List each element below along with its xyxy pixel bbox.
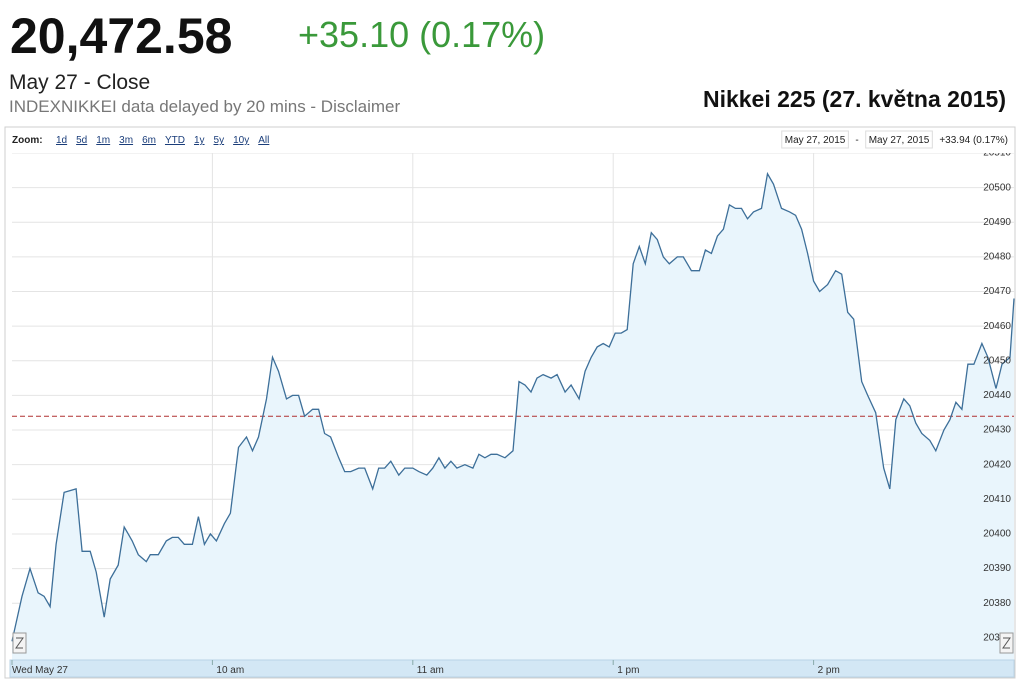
area bbox=[12, 173, 1014, 661]
zoom-option[interactable]: 3m bbox=[119, 135, 133, 146]
price-change: +35.10 (0.17%) bbox=[298, 14, 545, 55]
y-tick-label: 20460 bbox=[983, 321, 1011, 332]
y-tick-label: 20490 bbox=[983, 217, 1011, 228]
x-tick-label: 10 am bbox=[216, 665, 244, 676]
y-tick-label: 20440 bbox=[983, 390, 1011, 401]
y-tick-label: 20450 bbox=[983, 355, 1011, 366]
zoom-option[interactable]: 1m bbox=[96, 135, 110, 146]
zoom-option[interactable]: 5d bbox=[76, 135, 87, 146]
zoom-option[interactable]: All bbox=[258, 135, 269, 146]
zoom-option[interactable]: 1y bbox=[194, 135, 205, 146]
range-separator: - bbox=[855, 135, 858, 146]
zoom-option[interactable]: 1d bbox=[56, 135, 67, 146]
x-tick-label: Wed May 27 bbox=[12, 665, 68, 676]
x-tick-label: 2 pm bbox=[818, 665, 840, 676]
zoom-option[interactable]: 6m bbox=[142, 135, 156, 146]
caption: Nikkei 225 (27. května 2015) bbox=[703, 86, 1006, 112]
range-box bbox=[781, 130, 849, 149]
zoom-option[interactable]: YTD bbox=[165, 135, 185, 146]
toolbar-bg bbox=[6, 128, 1014, 153]
y-tick-label: 20510 bbox=[983, 148, 1011, 159]
x-tick-label: 1 pm bbox=[617, 665, 639, 676]
range-end: May 27, 2015 bbox=[869, 135, 930, 146]
y-tick-label: 20420 bbox=[983, 459, 1011, 470]
zoom-handle-right-icon bbox=[1002, 637, 1011, 649]
navigator bbox=[9, 659, 1015, 678]
y-tick-label: 20410 bbox=[983, 494, 1011, 505]
range-box bbox=[865, 130, 933, 149]
zoom-option[interactable]: 5y bbox=[214, 135, 225, 146]
y-tick-label: 20370 bbox=[983, 632, 1011, 643]
y-tick-label: 20380 bbox=[983, 598, 1011, 609]
source-note: INDEXNIKKEI data delayed by 20 mins - Di… bbox=[9, 97, 400, 116]
y-tick-label: 20470 bbox=[983, 286, 1011, 297]
y-tick-label: 20430 bbox=[983, 425, 1011, 436]
y-tick-label: 20500 bbox=[983, 182, 1011, 193]
toolbar: Zoom: 1d 5d 1m 3m 6m YTD 1y 5y 10y All +33.94 (0.1… bbox=[6, 128, 1014, 153]
plot-area: 20370 20380 20390 20400 20410 20420 20430 20440… bbox=[9, 148, 1015, 678]
status: May 27 - Close bbox=[9, 71, 150, 94]
y-tick-label: 20480 bbox=[983, 252, 1011, 263]
zoom-handle-left-icon bbox=[15, 637, 24, 649]
price: 20,472.58 bbox=[10, 8, 232, 64]
range-start: May 27, 2015 bbox=[785, 135, 846, 146]
range-change: +33.94 (0.17%) bbox=[939, 135, 1008, 146]
zoom-label: Zoom: bbox=[12, 135, 43, 146]
y-tick-label: 20390 bbox=[983, 563, 1011, 574]
zoom-option[interactable]: 10y bbox=[233, 135, 249, 146]
x-tick-label: 11 am bbox=[417, 665, 444, 676]
y-tick-label: 20400 bbox=[983, 529, 1011, 540]
line bbox=[11, 171, 1015, 642]
